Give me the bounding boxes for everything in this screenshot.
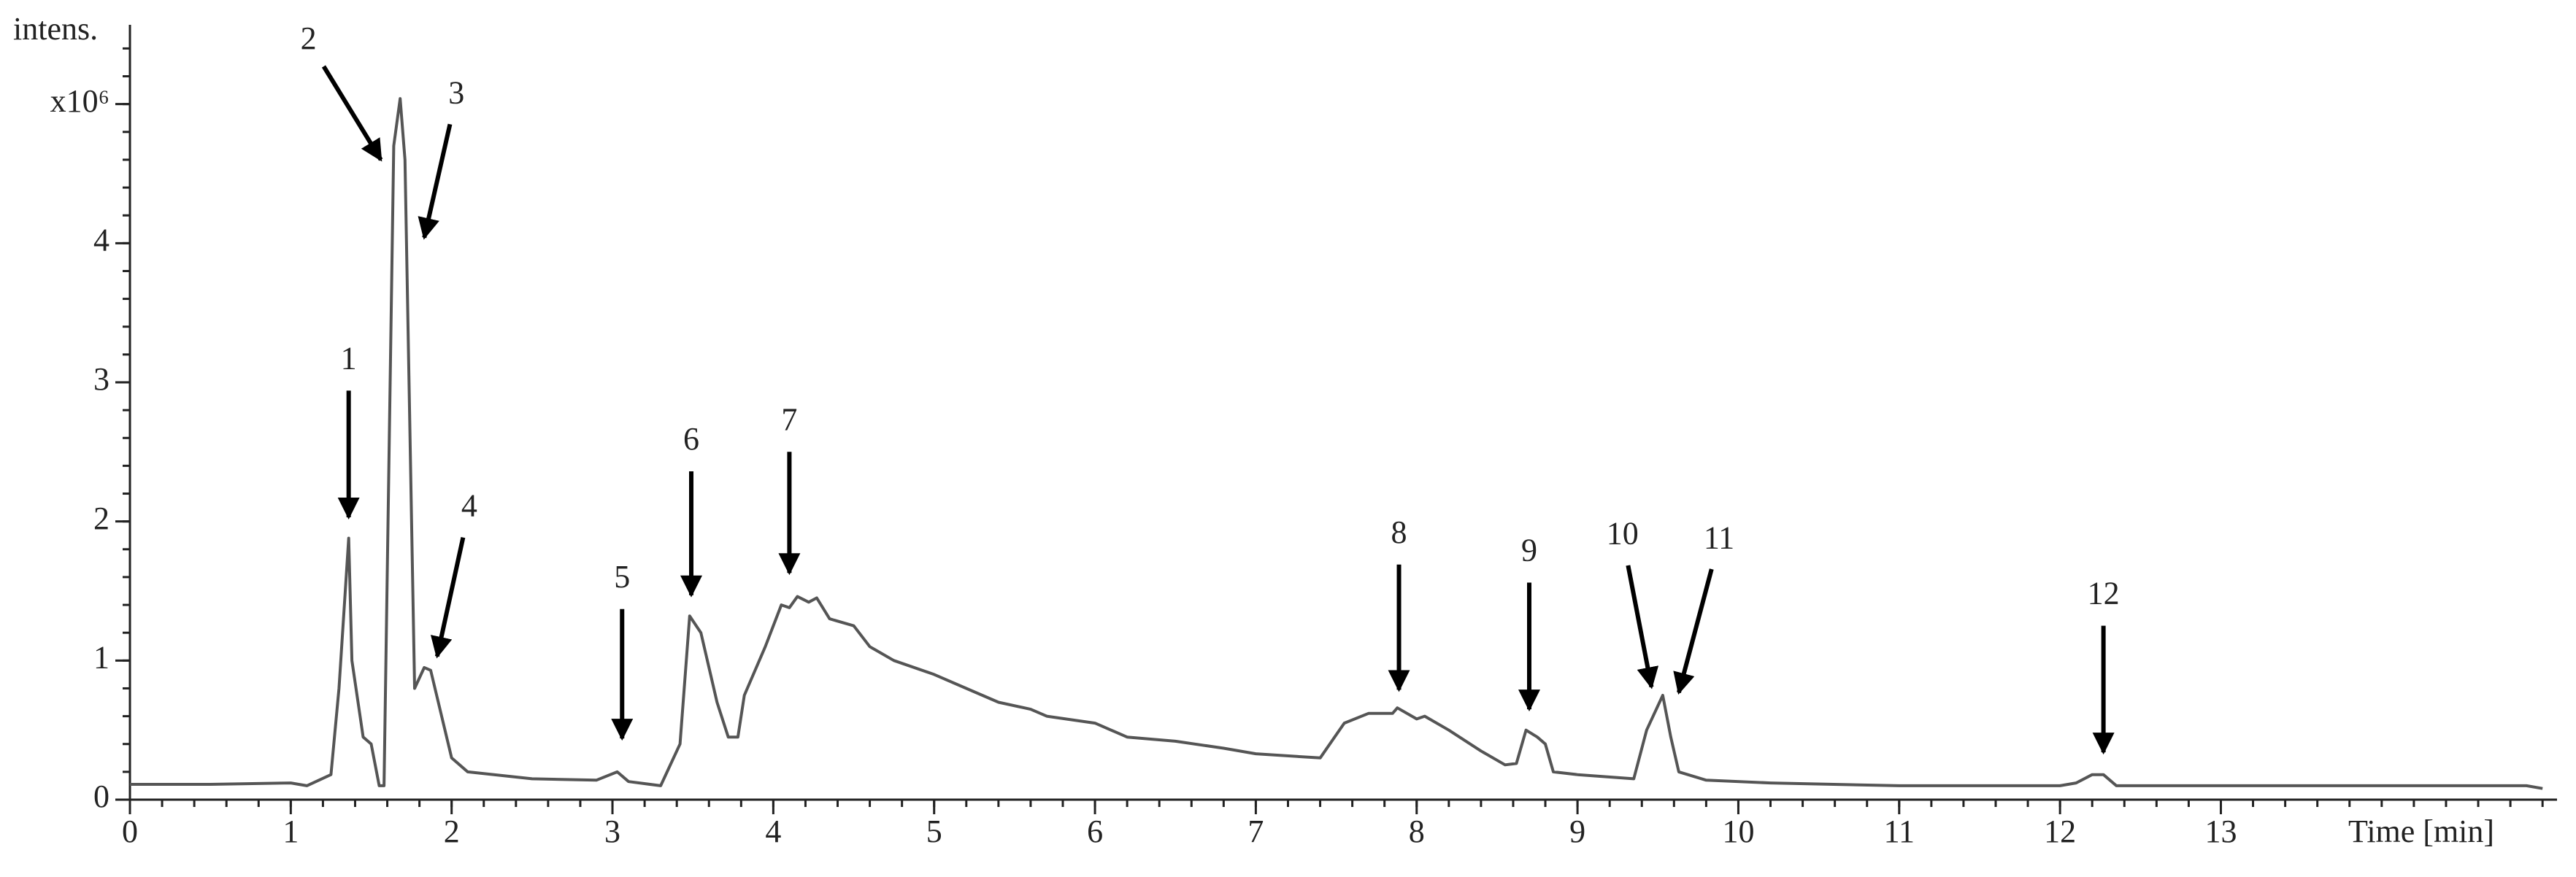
annotation-arrow (418, 123, 453, 240)
annotation-label: 12 (2088, 576, 2120, 611)
annotation-label: 3 (448, 74, 464, 110)
annotation-arrow (430, 536, 466, 659)
x-tick-label: 2 (444, 814, 460, 849)
y-axis-label: intens. (13, 11, 98, 47)
x-tick-label: 9 (1569, 814, 1585, 849)
annotation-label: 1 (341, 341, 357, 376)
annotation-label: 6 (683, 421, 699, 457)
annotation-arrow (1626, 565, 1659, 689)
annotation-label: 7 (781, 401, 797, 437)
annotation-arrow (1673, 568, 1714, 695)
y-tick-label: 0 (93, 779, 109, 814)
x-tick-label: 4 (765, 814, 781, 849)
x-tick-label: 6 (1087, 814, 1103, 849)
annotation-label: 5 (614, 559, 630, 595)
y-tick-label: 3 (93, 361, 109, 397)
x-axis-label: Time [min] (2348, 814, 2494, 849)
x-tick-label: 11 (1884, 814, 1915, 849)
annotation-label: 4 (461, 488, 477, 524)
annotation-label: 9 (1521, 533, 1537, 568)
annotation-arrow (321, 65, 383, 162)
y-tick-label: 2 (93, 501, 109, 536)
y-tick-label: 1 (93, 639, 109, 675)
x-tick-label: 5 (926, 814, 942, 849)
x-tick-label: 10 (1722, 814, 1754, 849)
x-tick-label: 3 (604, 814, 620, 849)
y-tick-label: 4 (93, 222, 109, 258)
annotation-label: 10 (1607, 516, 1639, 552)
trace-line (130, 97, 2543, 790)
x-tick-label: 8 (1409, 814, 1425, 849)
annotation-label: 2 (301, 20, 317, 56)
x-tick-label: 7 (1247, 814, 1264, 849)
x-tick-label: 1 (282, 814, 299, 849)
y-tick-label: x10⁶ (50, 83, 109, 119)
x-tick-label: 13 (2204, 814, 2237, 849)
annotation-label: 8 (1391, 514, 1407, 550)
annotation-label: 11 (1704, 519, 1734, 555)
x-tick-label: 0 (122, 814, 138, 849)
x-tick-label: 12 (2044, 814, 2076, 849)
